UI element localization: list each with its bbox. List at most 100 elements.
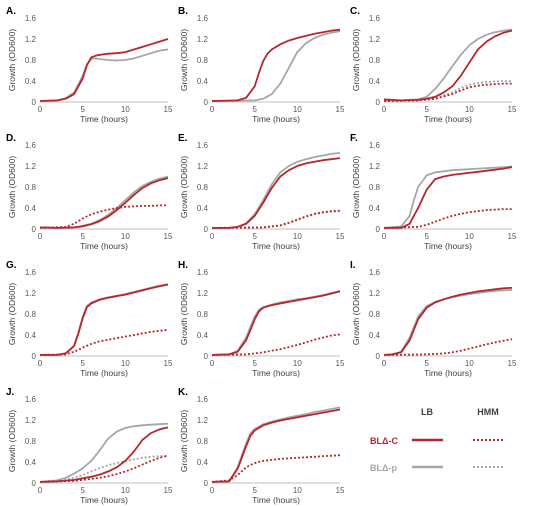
x-tick-label: 0 <box>210 105 215 114</box>
y-tick-label: 0.4 <box>197 458 209 467</box>
y-tick-label: 1.6 <box>25 268 37 277</box>
x-tick-label: 0 <box>210 486 215 495</box>
y-tick-label: 1.6 <box>369 141 381 150</box>
y-tick-label: 1.2 <box>25 416 37 425</box>
bl-p-lb-series-line <box>39 48 169 102</box>
x-tick-label: 15 <box>336 232 345 241</box>
y-tick-label: 0.8 <box>25 310 37 319</box>
y-tick-label: 0.4 <box>369 204 381 213</box>
x-axis-label: Time (hours) <box>252 114 300 124</box>
y-tick-label: 0.8 <box>369 183 381 192</box>
bl-c-hmm-series-line <box>383 338 513 356</box>
bl-c-hmm-series-line <box>211 209 341 229</box>
y-tick-label: 0.8 <box>197 56 209 65</box>
x-axis-label: Time (hours) <box>424 241 472 251</box>
legend-header-hmm: HMM <box>477 407 499 417</box>
bl-p-lb-series-line <box>383 165 513 229</box>
x-tick-label: 10 <box>293 232 302 241</box>
bl-c-lb-series-line <box>39 177 169 229</box>
x-axis-label: Time (hours) <box>424 114 472 124</box>
panel-label: E. <box>178 133 188 144</box>
x-axis-label: Time (hours) <box>252 241 300 251</box>
x-tick-label: 5 <box>80 105 85 114</box>
x-tick-label: 5 <box>252 105 257 114</box>
y-tick-label: 1.2 <box>25 289 37 298</box>
y-tick-label: 1.6 <box>197 268 209 277</box>
y-tick-label: 1.2 <box>369 35 381 44</box>
y-axis-label: Growth (OD600) <box>179 156 189 219</box>
y-tick-label: 1.2 <box>25 162 37 171</box>
y-tick-label: 1.6 <box>369 268 381 277</box>
x-tick-label: 10 <box>465 105 474 114</box>
y-tick-label: 1.6 <box>197 395 209 404</box>
y-tick-label: 0.8 <box>197 310 209 319</box>
y-tick-label: 0.4 <box>25 204 37 213</box>
x-tick-label: 0 <box>382 232 387 241</box>
y-tick-label: 0 <box>32 352 37 361</box>
y-tick-label: 1.6 <box>197 14 209 23</box>
x-tick-label: 15 <box>164 105 173 114</box>
y-tick-label: 1.2 <box>369 289 381 298</box>
bl-c-hmm-series-line <box>39 454 169 483</box>
y-tick-label: 1.6 <box>25 141 37 150</box>
x-tick-label: 5 <box>424 232 429 241</box>
y-tick-label: 0.4 <box>25 331 37 340</box>
bl-p-hmm-series-line <box>39 454 169 483</box>
x-axis-label: Time (hours) <box>80 368 128 378</box>
x-tick-label: 0 <box>38 105 43 114</box>
panel-1: A. 0 0.4 0.8 1.2 1.6 0 5 10 15 Time (hours) Growth … <box>6 6 173 124</box>
panel-label: D. <box>6 133 16 144</box>
y-tick-label: 1.2 <box>197 35 209 44</box>
x-tick-label: 5 <box>80 232 85 241</box>
y-tick-label: 0 <box>204 479 209 488</box>
y-tick-label: 0.4 <box>25 77 37 86</box>
y-tick-label: 0 <box>376 225 381 234</box>
panel-9: I. 0 0.4 0.8 1.2 1.6 0 5 10 15 Time (hours) Growth … <box>350 260 517 378</box>
x-axis-label: Time (hours) <box>80 495 128 505</box>
x-tick-label: 15 <box>164 486 173 495</box>
x-tick-label: 15 <box>336 486 345 495</box>
panel-3: C. 0 0.4 0.8 1.2 1.6 0 5 10 15 Time (hours) Growth … <box>350 6 517 124</box>
bl-c-lb-series-line <box>211 408 341 483</box>
x-tick-label: 10 <box>465 359 474 368</box>
bl-c-hmm-series-line <box>39 204 168 229</box>
bl-c-lb-series-line <box>211 290 341 356</box>
x-axis-label: Time (hours) <box>252 368 300 378</box>
y-tick-label: 0 <box>32 225 37 234</box>
x-tick-label: 0 <box>210 359 215 368</box>
bl-p-lb-series-line <box>211 30 341 102</box>
panel-7: G. 0 0.4 0.8 1.2 1.6 0 5 10 15 Time (hours) Growth … <box>6 260 173 378</box>
y-tick-label: 0.8 <box>25 183 37 192</box>
y-tick-label: 1.6 <box>25 395 37 404</box>
x-tick-label: 5 <box>424 359 429 368</box>
y-tick-label: 0 <box>204 98 209 107</box>
x-tick-label: 5 <box>80 486 85 495</box>
x-tick-label: 5 <box>424 105 429 114</box>
panel-label: I. <box>350 260 356 271</box>
y-tick-label: 1.2 <box>197 162 209 171</box>
y-tick-label: 1.2 <box>369 162 381 171</box>
x-tick-label: 0 <box>38 232 43 241</box>
panel-label: B. <box>178 6 188 17</box>
panel-2: B. 0 0.4 0.8 1.2 1.6 0 5 10 15 Time (hours) Growth … <box>178 6 345 124</box>
bl-c-lb-series-line <box>383 29 513 102</box>
bl-p-lb-series-line <box>39 422 169 483</box>
y-tick-label: 0.8 <box>197 437 209 446</box>
panel-label: A. <box>6 6 16 17</box>
x-tick-label: 10 <box>121 359 130 368</box>
y-tick-label: 0.8 <box>197 183 209 192</box>
y-tick-label: 1.6 <box>197 141 209 150</box>
x-tick-label: 0 <box>210 232 215 241</box>
x-axis-label: Time (hours) <box>80 241 128 251</box>
x-tick-label: 10 <box>293 486 302 495</box>
bl-c-hmm-series-line <box>383 208 512 229</box>
legend-label-bl-p: BLΔ-p <box>370 463 397 473</box>
y-tick-label: 0.4 <box>369 331 381 340</box>
panel-5: E. 0 0.4 0.8 1.2 1.6 0 5 10 15 Time (hours) Growth … <box>178 133 345 251</box>
bl-c-lb-series-line <box>211 28 341 102</box>
panel-8: H. 0 0.4 0.8 1.2 1.6 0 5 10 15 Time (hours) Growth … <box>178 260 345 378</box>
bl-c-lb-series-line <box>39 426 169 483</box>
y-tick-label: 0.4 <box>197 77 209 86</box>
